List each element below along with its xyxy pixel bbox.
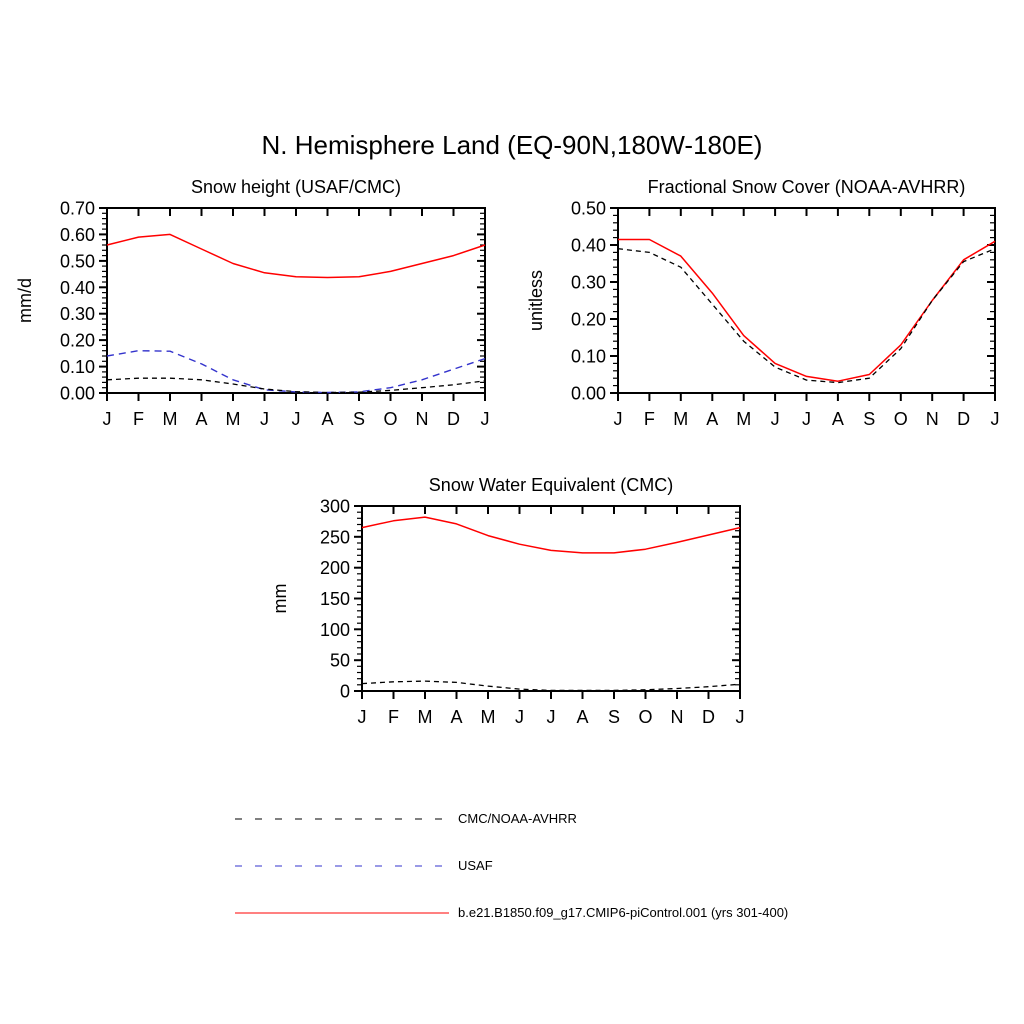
x-tick-label: F <box>644 409 655 429</box>
x-tick-label: M <box>418 707 433 727</box>
series-line-obs <box>361 680 741 692</box>
axes <box>354 505 741 699</box>
x-tick-label: N <box>926 409 939 429</box>
x-tick-label: A <box>706 409 718 429</box>
x-tick-label: N <box>416 409 429 429</box>
y-tick-label: 0.60 <box>60 225 95 245</box>
x-tick-label: A <box>832 409 844 429</box>
y-tick-label: 0.10 <box>571 347 606 367</box>
panel-snow-height: J F M A M J J A S O N D J0.000.100.200.300.400.500.6… <box>15 177 490 429</box>
x-tick-label: F <box>133 409 144 429</box>
y-tick-label: 50 <box>330 651 350 671</box>
y-axis-label: unitless <box>526 270 546 331</box>
y-tick-label: 150 <box>320 589 350 609</box>
main-title: N. Hemisphere Land (EQ-90N,180W-180E) <box>261 130 763 160</box>
x-tick-label: J <box>515 707 524 727</box>
x-tick-label: J <box>771 409 780 429</box>
x-tick-label: J <box>991 409 1000 429</box>
x-tick-label: D <box>957 409 970 429</box>
y-tick-label: 0.10 <box>60 357 95 377</box>
x-tick-label: M <box>481 707 496 727</box>
x-tick-label: J <box>481 409 490 429</box>
x-tick-label: A <box>576 707 588 727</box>
y-tick-label: 0.70 <box>60 199 95 219</box>
y-tick-label: 300 <box>320 497 350 517</box>
legend-line-solid-red <box>235 911 449 914</box>
y-tick-label: 100 <box>320 620 350 640</box>
legend-item-model-run: b.e21.B1850.f09_g17.CMIP6-piControl.001 … <box>235 889 788 936</box>
x-tick-label: J <box>736 707 745 727</box>
axes <box>99 207 486 401</box>
panel-title: Snow Water Equivalent (CMC) <box>429 475 673 495</box>
panel-title: Fractional Snow Cover (NOAA-AVHRR) <box>648 177 966 197</box>
x-tick-label: M <box>673 409 688 429</box>
x-tick-label: F <box>388 707 399 727</box>
y-axis-label: mm/d <box>15 278 35 323</box>
y-tick-label: 0.20 <box>60 331 95 351</box>
x-tick-label: N <box>671 707 684 727</box>
y-tick-label: 0.20 <box>571 310 606 330</box>
legend-item-cmc-noaa-avhrr: CMC/NOAA-AVHRR <box>235 795 788 842</box>
legend-item-usaf: USAF <box>235 842 788 889</box>
y-tick-label: 200 <box>320 558 350 578</box>
series-line-obs <box>617 248 996 384</box>
panel-title: Snow height (USAF/CMC) <box>191 177 401 197</box>
series-line-model <box>618 238 996 382</box>
legend-label: CMC/NOAA-AVHRR <box>458 811 577 826</box>
x-tick-label: J <box>614 409 623 429</box>
x-tick-label: D <box>702 707 715 727</box>
x-tick-label: J <box>802 409 811 429</box>
x-tick-label: J <box>292 409 301 429</box>
legend-label: USAF <box>458 858 493 873</box>
y-tick-label: 0.40 <box>60 278 95 298</box>
legend-line-dashed-blue <box>235 864 449 867</box>
y-tick-label: 0.00 <box>571 384 606 404</box>
legend-line-dashed-black <box>235 817 449 820</box>
legend-label: b.e21.B1850.f09_g17.CMIP6-piControl.001 … <box>458 905 789 920</box>
x-tick-label: S <box>608 707 620 727</box>
axes <box>610 207 996 401</box>
y-tick-label: 0.50 <box>571 199 606 219</box>
panel-fractional-snow-cover: J F M A M J J A S O N D J0.000.100.200.300.400.50Fra… <box>526 177 1000 429</box>
y-tick-label: 0.30 <box>571 273 606 293</box>
y-tick-label: 0.50 <box>60 251 95 271</box>
x-tick-label: J <box>547 707 556 727</box>
y-tick-label: 0.40 <box>571 236 606 256</box>
x-tick-label: O <box>638 707 652 727</box>
series-line-model <box>361 516 741 554</box>
x-tick-label: A <box>450 707 462 727</box>
x-tick-label: S <box>863 409 875 429</box>
y-axis-label: mm <box>270 584 290 614</box>
y-tick-label: 0 <box>340 682 350 702</box>
x-tick-label: J <box>358 707 367 727</box>
x-tick-label: D <box>447 409 460 429</box>
y-tick-label: 250 <box>320 527 350 547</box>
y-tick-label: 0.00 <box>60 384 95 404</box>
y-tick-label: 0.30 <box>60 304 95 324</box>
x-tick-label: M <box>736 409 751 429</box>
x-tick-label: A <box>195 409 207 429</box>
x-tick-label: O <box>894 409 908 429</box>
legend: CMC/NOAA-AVHRR USAF b.e21.B1850.f09_g17.… <box>235 795 788 936</box>
series-line-model <box>106 233 486 279</box>
series-line-usaf <box>106 350 486 394</box>
x-tick-label: J <box>260 409 269 429</box>
x-tick-label: J <box>103 409 112 429</box>
x-tick-label: M <box>163 409 178 429</box>
x-tick-label: S <box>353 409 365 429</box>
x-tick-label: A <box>321 409 333 429</box>
x-tick-label: O <box>383 409 397 429</box>
x-tick-label: M <box>226 409 241 429</box>
series-line-cmc <box>106 377 486 394</box>
